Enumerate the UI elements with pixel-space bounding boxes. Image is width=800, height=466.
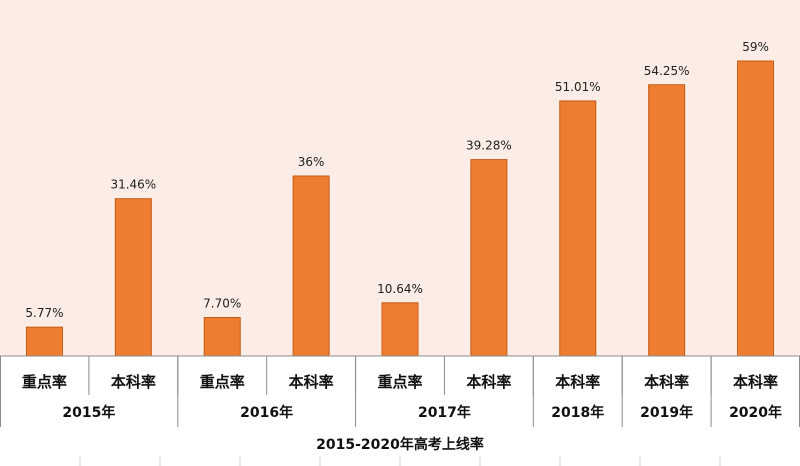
category-tick-label: 本科率 xyxy=(466,373,511,391)
group-tick-label: 2019年 xyxy=(640,404,693,421)
data-label: 7.70% xyxy=(203,297,241,311)
category-tick-label: 本科率 xyxy=(644,373,689,391)
category-tick-label: 重点率 xyxy=(200,373,245,391)
data-label: 31.46% xyxy=(110,178,156,192)
bar xyxy=(203,317,241,357)
category-tick-label: 本科率 xyxy=(111,373,156,391)
x-axis-title: 2015-2020年高考上线率 xyxy=(316,436,484,453)
data-label: 54.25% xyxy=(644,64,690,78)
data-label: 59% xyxy=(742,40,769,54)
data-label: 36% xyxy=(298,155,325,169)
bar xyxy=(737,60,775,357)
category-tick-label: 重点率 xyxy=(377,373,422,391)
data-label: 39.28% xyxy=(466,139,512,153)
group-tick-label: 2020年 xyxy=(729,404,782,421)
data-label: 10.64% xyxy=(377,282,423,296)
bar xyxy=(114,198,152,357)
category-tick-label: 本科率 xyxy=(555,373,600,391)
bar xyxy=(292,175,330,357)
bar xyxy=(25,326,63,357)
bar xyxy=(648,84,686,357)
group-tick-label: 2017年 xyxy=(418,404,471,421)
bar xyxy=(470,159,508,357)
category-tick-label: 本科率 xyxy=(733,373,778,391)
category-tick-label: 重点率 xyxy=(22,373,67,391)
data-label: 51.01% xyxy=(555,80,601,94)
bar xyxy=(381,302,419,357)
data-label: 5.77% xyxy=(25,306,63,320)
group-tick-label: 2015年 xyxy=(62,404,115,421)
group-tick-label: 2018年 xyxy=(551,404,604,421)
bar xyxy=(559,100,597,357)
category-tick-label: 本科率 xyxy=(289,373,334,391)
group-tick-label: 2016年 xyxy=(240,404,293,421)
